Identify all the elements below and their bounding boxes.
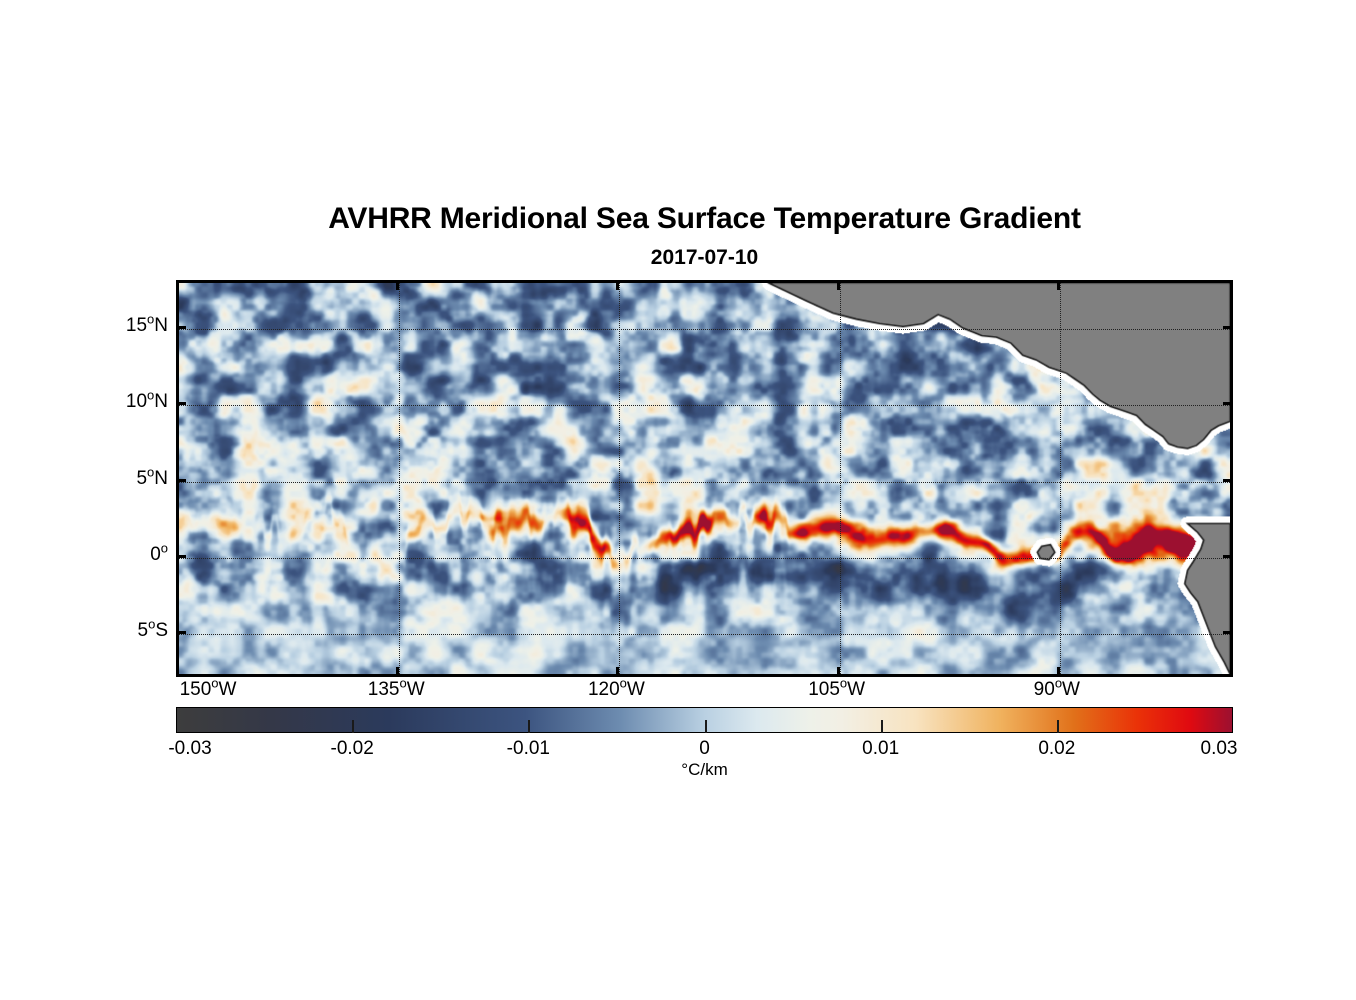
colorbar-tick-mark [1056,720,1059,733]
colorbar-tick-label: 0.02 [1038,738,1076,759]
colorbar-tick-label: 0.01 [862,738,900,759]
page-title: AVHRR Meridional Sea Surface Temperature… [328,202,1081,235]
tick-mark-longitude [836,667,840,677]
tick-mark-latitude [176,478,186,482]
tick-mark-latitude [1223,325,1233,329]
axis-label-longitude: 90oW [1033,675,1080,700]
tick-mark-latitude [176,402,186,406]
axis-label-longitude: 120oW [587,675,645,700]
title-block: AVHRR Meridional Sea Surface Temperature… [176,200,1233,273]
colorbar-tick-mark [528,720,531,733]
colorbar[interactable] [176,707,1233,733]
map-plot-area[interactable] [176,280,1233,677]
tick-mark-longitude [616,280,620,290]
colorbar-tick-mark [704,720,707,733]
tick-mark-latitude [176,325,186,329]
tick-mark-latitude [1223,554,1233,558]
colorbar-tick-label: 0.03 [1200,738,1238,759]
chart-subtitle: 2017-07-10 [650,246,759,269]
tick-mark-latitude [1223,478,1233,482]
axis-label-latitude: 5oS [137,616,169,642]
axis-label-longitude: 105oW [808,675,866,700]
axis-label-longitude: 135oW [367,675,425,700]
tick-mark-latitude [176,554,186,558]
colorbar-tick-mark [880,720,883,733]
axis-label-latitude: 15oN [125,311,168,336]
axis-label-latitude: 5oN [136,464,168,489]
axis-label-latitude: 0o [150,540,168,565]
tick-mark-longitude [396,667,400,677]
tick-mark-latitude [1223,631,1233,635]
sst-gradient-heatmap [179,283,1230,674]
tick-mark-longitude [1056,667,1060,677]
tick-mark-latitude [1223,402,1233,406]
colorbar-tick-label: -0.03 [168,738,212,759]
tick-mark-longitude [1056,280,1060,290]
colorbar-tick-mark [352,720,355,733]
tick-mark-longitude [396,280,400,290]
colorbar-tick-label: -0.01 [506,738,550,759]
tick-mark-longitude [836,280,840,290]
tick-mark-longitude [616,667,620,677]
tick-mark-latitude [176,631,186,635]
axis-label-latitude: 10oN [125,387,168,413]
colorbar-tick-label: -0.02 [330,738,374,759]
colorbar-tick-label: 0 [699,738,710,759]
colorbar-unit-label: °C/km [681,760,728,779]
axis-label-longitude: 150oW [179,675,237,700]
